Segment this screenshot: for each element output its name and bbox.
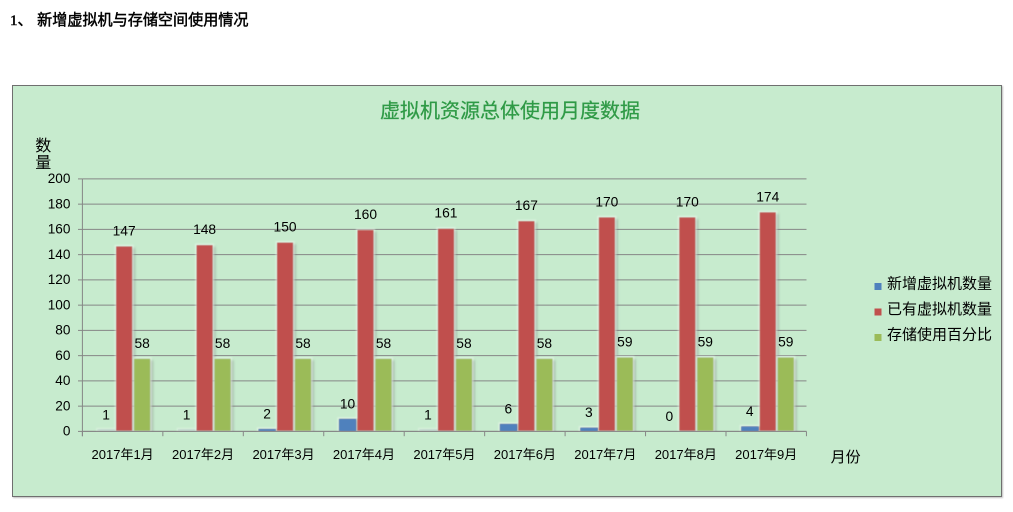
svg-text:160: 160 (354, 207, 377, 222)
svg-text:2017年1月: 2017年1月 (92, 447, 154, 462)
svg-text:58: 58 (456, 336, 472, 351)
svg-text:4: 4 (746, 404, 754, 419)
svg-text:147: 147 (113, 223, 136, 238)
svg-text:2017年2月: 2017年2月 (172, 447, 234, 462)
svg-text:59: 59 (778, 335, 794, 350)
svg-text:2017年7月: 2017年7月 (574, 447, 636, 462)
svg-text:160: 160 (48, 222, 71, 237)
svg-text:148: 148 (193, 222, 216, 237)
svg-text:数: 数 (35, 137, 51, 155)
svg-text:1: 1 (424, 408, 432, 423)
svg-text:10: 10 (340, 396, 356, 411)
svg-text:167: 167 (515, 198, 538, 213)
svg-text:2017年5月: 2017年5月 (413, 447, 475, 462)
svg-text:0: 0 (63, 424, 71, 439)
svg-text:80: 80 (55, 323, 71, 338)
svg-text:2017年6月: 2017年6月 (494, 447, 556, 462)
svg-text:新增虚拟机数量: 新增虚拟机数量 (887, 276, 992, 293)
svg-text:已有虚拟机数量: 已有虚拟机数量 (887, 301, 992, 318)
svg-text:150: 150 (274, 220, 297, 235)
svg-text:60: 60 (55, 348, 71, 363)
svg-text:59: 59 (617, 335, 633, 350)
svg-text:59: 59 (698, 335, 714, 350)
svg-text:2017年9月: 2017年9月 (735, 447, 797, 462)
svg-text:2017年8月: 2017年8月 (655, 447, 717, 462)
svg-text:170: 170 (676, 194, 699, 209)
svg-text:2: 2 (263, 406, 271, 421)
svg-text:40: 40 (55, 373, 71, 388)
svg-text:161: 161 (434, 206, 457, 221)
svg-text:58: 58 (134, 336, 150, 351)
svg-text:0: 0 (665, 409, 673, 424)
svg-text:虚拟机资源总体使用月度数据: 虚拟机资源总体使用月度数据 (380, 99, 640, 122)
svg-text:1: 1 (183, 408, 191, 423)
svg-text:2017年3月: 2017年3月 (252, 447, 314, 462)
svg-text:170: 170 (595, 194, 618, 209)
svg-text:140: 140 (48, 247, 71, 262)
svg-text:120: 120 (48, 272, 71, 287)
svg-text:2017年4月: 2017年4月 (333, 447, 395, 462)
svg-text:180: 180 (48, 196, 71, 211)
svg-text:6: 6 (505, 401, 513, 416)
svg-text:3: 3 (585, 405, 593, 420)
svg-text:58: 58 (537, 336, 553, 351)
svg-text:58: 58 (376, 336, 392, 351)
svg-text:月份: 月份 (831, 449, 861, 466)
svg-text:20: 20 (55, 398, 71, 413)
svg-text:58: 58 (215, 336, 231, 351)
svg-text:100: 100 (48, 297, 71, 312)
svg-text:1: 1 (102, 408, 110, 423)
svg-text:58: 58 (295, 336, 311, 351)
svg-text:存储使用百分比: 存储使用百分比 (887, 327, 992, 344)
svg-text:174: 174 (756, 189, 779, 204)
svg-text:量: 量 (35, 155, 51, 172)
svg-text:200: 200 (48, 171, 71, 186)
